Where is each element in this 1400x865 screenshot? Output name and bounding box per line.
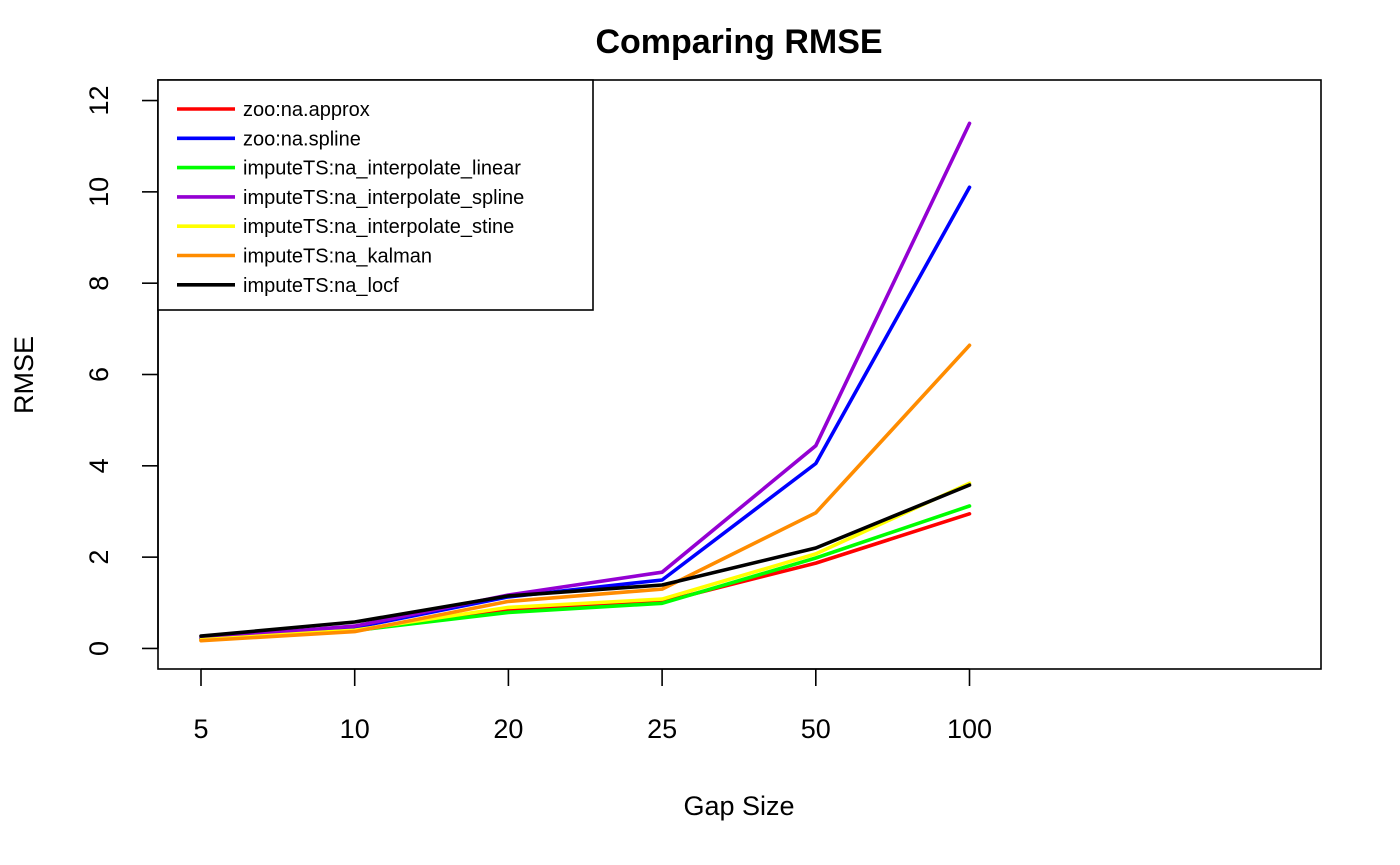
legend-label: zoo:na.approx bbox=[243, 99, 370, 121]
x-axis-label: Gap Size bbox=[683, 791, 794, 821]
series-line-3 bbox=[199, 121, 972, 641]
y-tick-label: 12 bbox=[84, 86, 114, 116]
legend-box bbox=[157, 79, 594, 311]
series-line-6 bbox=[199, 483, 972, 638]
y-tick-label: 6 bbox=[84, 367, 114, 382]
chart-title: Comparing RMSE bbox=[595, 23, 882, 61]
y-axis: 0 2 4 6 8 10 12 bbox=[84, 86, 159, 656]
y-axis-label: RMSE bbox=[9, 336, 39, 414]
legend: zoo:na.approx zoo:na.spline imputeTS:na_in… bbox=[157, 79, 594, 311]
legend-label: imputeTS:na_interpolate_spline bbox=[243, 187, 524, 209]
x-tick-label: 20 bbox=[493, 714, 523, 744]
y-tick-label: 0 bbox=[84, 641, 114, 656]
x-tick-label: 50 bbox=[801, 714, 831, 744]
series-line-2 bbox=[199, 504, 972, 642]
x-tick-label: 5 bbox=[193, 714, 208, 744]
legend-label: imputeTS:na_kalman bbox=[243, 246, 432, 268]
y-tick-label: 8 bbox=[84, 276, 114, 291]
legend-label: imputeTS:na_locf bbox=[243, 275, 399, 297]
legend-label: imputeTS:na_interpolate_linear bbox=[243, 158, 521, 180]
series-line-4 bbox=[199, 481, 972, 642]
y-tick-label: 2 bbox=[84, 550, 114, 565]
series-line-5 bbox=[199, 343, 972, 643]
legend-label: zoo:na.spline bbox=[243, 128, 361, 150]
x-tick-label: 100 bbox=[947, 714, 992, 744]
y-tick-label: 4 bbox=[84, 458, 114, 473]
legend-label: imputeTS:na_interpolate_stine bbox=[243, 216, 514, 238]
y-tick-label: 10 bbox=[84, 177, 114, 207]
x-tick-label: 10 bbox=[340, 714, 370, 744]
x-axis: 5 10 20 25 50 100 bbox=[193, 668, 992, 744]
series-layer bbox=[199, 121, 972, 643]
x-tick-label: 25 bbox=[647, 714, 677, 744]
